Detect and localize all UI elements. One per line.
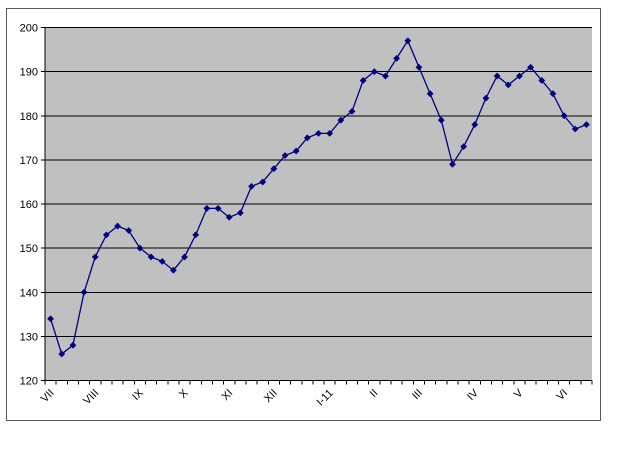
- data-series-group: [47, 37, 590, 358]
- y-tick-label: 200: [20, 23, 38, 35]
- y-tick-label: 150: [20, 243, 38, 255]
- data-point-marker: [315, 130, 322, 137]
- data-point-marker: [527, 63, 535, 71]
- data-point-marker: [259, 178, 267, 186]
- data-point-marker: [91, 253, 99, 261]
- data-point-marker: [214, 205, 222, 212]
- data-point-marker: [136, 244, 144, 252]
- x-axis-label: X: [177, 387, 191, 401]
- data-point-marker: [125, 227, 133, 234]
- data-point-marker: [549, 90, 557, 98]
- x-axis-labels-group: VII VIII IX X XI XII I-11 II III IV V VI: [39, 387, 571, 409]
- x-axis-label: III: [410, 387, 425, 402]
- data-point-marker: [326, 130, 334, 137]
- data-point-marker: [69, 341, 77, 349]
- data-point-marker: [292, 147, 300, 155]
- data-point-marker: [102, 231, 110, 239]
- data-point-marker: [449, 160, 456, 168]
- data-point-marker: [303, 134, 311, 142]
- data-point-marker: [225, 213, 233, 221]
- x-axis-label: IX: [130, 387, 146, 403]
- data-point-marker: [382, 72, 389, 80]
- y-tick-label: 130: [20, 331, 38, 343]
- gridlines-group: [45, 27, 592, 337]
- chart-border: [6, 8, 601, 421]
- x-axis-label: VII: [39, 387, 57, 405]
- data-point-marker: [493, 72, 501, 80]
- data-point-marker: [393, 54, 401, 62]
- x-axis-label: XII: [262, 387, 280, 405]
- data-point-marker: [236, 209, 244, 217]
- data-point-marker: [203, 205, 211, 212]
- axes-group: [41, 27, 593, 385]
- data-point-marker: [516, 72, 523, 80]
- data-point-marker: [58, 350, 66, 358]
- data-point-marker: [114, 222, 121, 230]
- x-axis-label: XI: [219, 387, 235, 403]
- data-point-marker: [460, 143, 468, 151]
- y-tick-label: 160: [20, 199, 38, 211]
- y-axis-labels-group: 120 130 140 150 160 170 180 190 200: [20, 23, 38, 388]
- data-point-marker: [370, 68, 378, 76]
- data-point-marker: [404, 37, 412, 45]
- data-point-marker: [560, 112, 568, 120]
- data-point-marker: [192, 231, 200, 239]
- data-point-marker: [437, 116, 445, 124]
- data-point-marker: [415, 63, 423, 71]
- x-axis-label: VI: [554, 387, 570, 403]
- data-point-marker: [426, 90, 434, 98]
- y-tick-label: 170: [20, 155, 38, 167]
- y-tick-label: 180: [20, 111, 38, 123]
- data-point-marker: [337, 116, 345, 124]
- x-axis-label: I-11: [314, 387, 335, 408]
- data-point-marker: [47, 315, 54, 323]
- data-point-marker: [583, 121, 590, 128]
- data-point-marker: [147, 253, 155, 261]
- data-point-marker: [80, 288, 88, 296]
- data-point-marker: [281, 152, 289, 159]
- data-point-marker: [169, 266, 177, 274]
- x-axis-label: V: [512, 387, 526, 401]
- x-axis-label: VIII: [81, 387, 101, 407]
- data-point-marker: [471, 121, 479, 128]
- x-axis-label: IV: [465, 387, 481, 403]
- data-point-marker: [504, 81, 512, 89]
- data-point-marker: [482, 94, 490, 102]
- x-axis-label: II: [368, 387, 381, 400]
- y-tick-label: 140: [20, 287, 38, 299]
- y-tick-label: 120: [20, 376, 38, 388]
- data-point-marker: [538, 77, 546, 84]
- data-point-marker: [359, 77, 367, 84]
- data-point-marker: [248, 182, 255, 190]
- data-point-marker: [348, 107, 356, 115]
- y-tick-label: 190: [20, 67, 38, 79]
- data-point-marker: [270, 165, 278, 173]
- data-point-marker: [158, 257, 166, 265]
- data-point-marker: [571, 125, 579, 133]
- data-point-marker: [181, 253, 188, 261]
